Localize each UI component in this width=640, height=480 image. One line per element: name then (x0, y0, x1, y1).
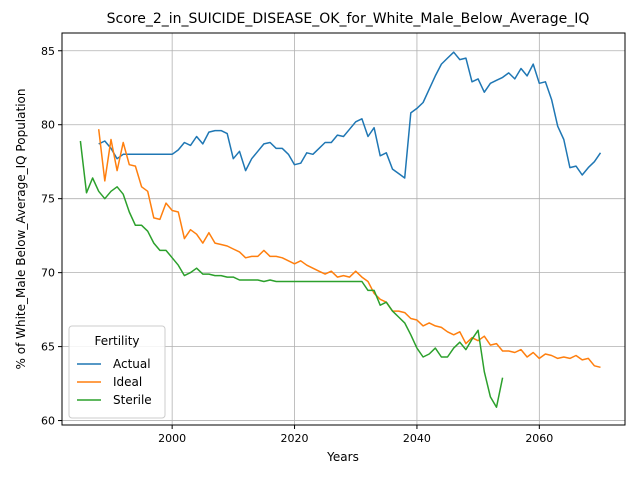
x-tick-label: 2000 (158, 432, 186, 445)
x-tick-label: 2060 (525, 432, 553, 445)
x-tick-label: 2020 (281, 432, 309, 445)
y-axis-label: % of White_Male Below_Average_IQ Populat… (14, 89, 28, 370)
legend: Fertility Actual Ideal Sterile (68, 325, 166, 419)
y-tick-label: 70 (41, 267, 55, 280)
x-tick-label: 2040 (403, 432, 431, 445)
legend-label-sterile: Sterile (113, 393, 152, 407)
ticks: 2000 2020 2040 2060 60 65 70 75 80 85 (41, 45, 553, 445)
legend-entries: Actual Ideal Sterile (77, 357, 152, 407)
series-line-sterile (79, 140, 504, 408)
legend-label-ideal: Ideal (113, 375, 142, 389)
legend-title: Fertility (94, 334, 139, 348)
legend-box (68, 325, 166, 419)
series-line-actual (98, 51, 602, 179)
plot-frame (61, 32, 626, 426)
series-line-ideal (97, 129, 601, 369)
x-axis-label: Years (326, 450, 359, 464)
series-layer (79, 51, 602, 408)
legend-label-actual: Actual (113, 357, 151, 371)
y-tick-label: 85 (41, 45, 55, 58)
y-tick-label: 65 (41, 341, 55, 354)
y-tick-label: 80 (41, 119, 55, 132)
chart-title: Score_2_in_SUICIDE_DISEASE_OK_for_White_… (107, 11, 590, 27)
grid (62, 33, 625, 425)
y-tick-label: 60 (41, 415, 55, 428)
y-tick-label: 75 (41, 193, 55, 206)
